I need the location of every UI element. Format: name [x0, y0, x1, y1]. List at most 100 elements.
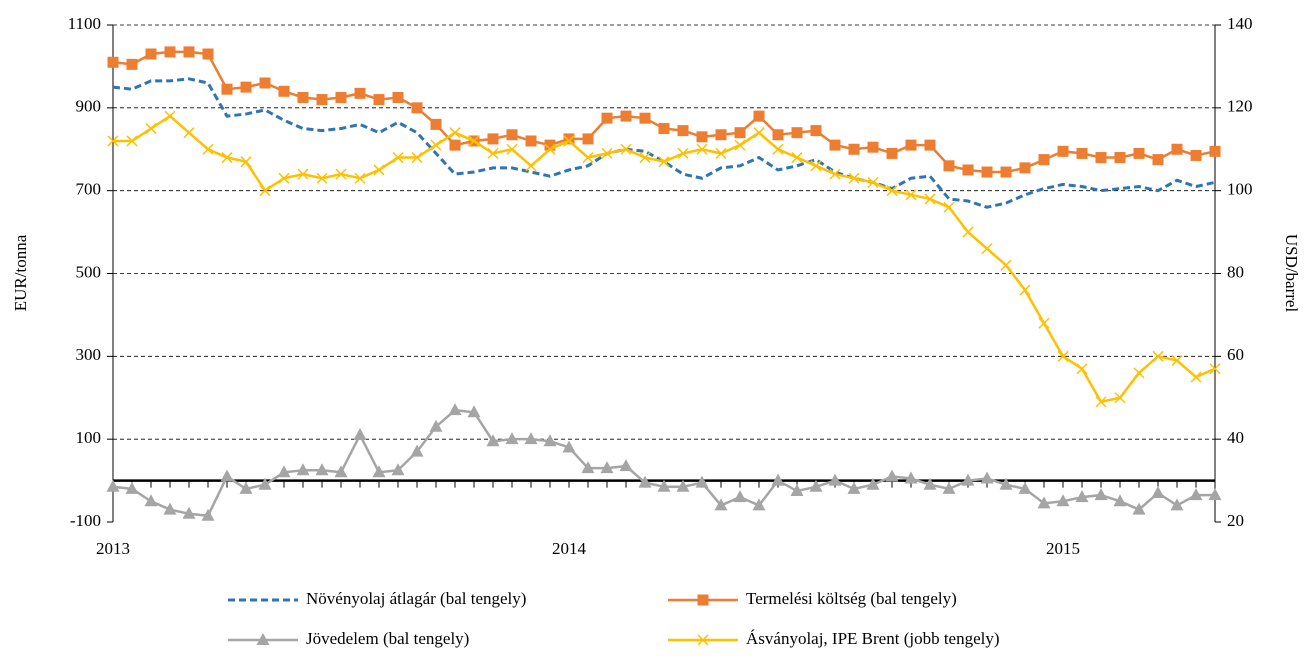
marker	[430, 139, 442, 151]
legend-label: Növényolaj átlagár (bal tengely)	[306, 589, 526, 608]
marker	[1018, 481, 1032, 494]
marker	[904, 471, 918, 484]
marker	[791, 127, 803, 139]
marker	[487, 133, 499, 145]
marker	[714, 498, 728, 511]
marker	[772, 143, 784, 155]
marker	[734, 127, 746, 139]
marker	[847, 481, 861, 494]
marker	[221, 152, 233, 164]
marker	[202, 48, 214, 60]
marker	[448, 403, 462, 416]
marker	[258, 477, 272, 490]
marker	[315, 463, 329, 476]
marker	[601, 147, 613, 159]
marker	[1132, 502, 1146, 515]
marker	[790, 483, 804, 496]
marker	[638, 475, 652, 488]
marker	[544, 139, 556, 151]
marker	[1171, 143, 1183, 155]
marker	[961, 473, 975, 486]
marker	[962, 226, 974, 238]
y-tick-label: 700	[76, 180, 102, 199]
marker	[1000, 166, 1012, 178]
x-tick-label: 2015	[1046, 539, 1080, 558]
marker	[886, 185, 898, 197]
marker	[619, 459, 633, 472]
marker	[468, 135, 480, 147]
marker	[866, 477, 880, 490]
marker	[924, 193, 936, 205]
marker	[353, 428, 367, 441]
marker	[259, 185, 271, 197]
y2-tick-label: 80	[1227, 262, 1244, 281]
marker	[848, 143, 860, 155]
y2-tick-label: 60	[1227, 345, 1244, 364]
marker	[183, 46, 195, 58]
marker	[753, 127, 765, 139]
marker	[1209, 145, 1221, 157]
marker	[600, 461, 614, 474]
legend-label: Ásványolaj, IPE Brent (jobb tengely)	[746, 629, 1000, 648]
marker	[1170, 498, 1184, 511]
marker	[1056, 494, 1070, 507]
marker	[1057, 350, 1069, 362]
marker	[677, 125, 689, 137]
marker	[1095, 396, 1107, 408]
marker	[1133, 367, 1145, 379]
marker	[1152, 154, 1164, 166]
marker	[809, 479, 823, 492]
marker	[620, 143, 632, 155]
marker	[411, 152, 423, 164]
marker	[733, 490, 747, 503]
marker	[942, 481, 956, 494]
marker	[505, 432, 519, 445]
marker	[391, 463, 405, 476]
marker	[392, 152, 404, 164]
series-line	[112, 77, 1216, 209]
marker	[392, 91, 404, 103]
marker	[924, 139, 936, 151]
marker	[905, 139, 917, 151]
y-tick-label: 300	[76, 345, 102, 364]
marker	[354, 87, 366, 99]
marker	[885, 469, 899, 482]
marker	[316, 172, 328, 184]
marker	[563, 133, 575, 145]
marker	[999, 477, 1013, 490]
marker	[201, 508, 215, 521]
y-axis-title: EUR/tonna	[11, 234, 30, 311]
marker	[107, 56, 119, 68]
marker	[829, 168, 841, 180]
marker	[886, 147, 898, 159]
marker	[430, 118, 442, 130]
marker	[449, 139, 461, 151]
marker	[810, 125, 822, 137]
marker	[278, 85, 290, 97]
marker	[980, 471, 994, 484]
marker	[867, 176, 879, 188]
marker	[943, 201, 955, 213]
marker	[126, 58, 138, 70]
marker	[1037, 496, 1051, 509]
marker	[1113, 494, 1127, 507]
marker	[1000, 259, 1012, 271]
marker	[1057, 145, 1069, 157]
marker	[524, 432, 538, 445]
legend-label: Jövedelem (bal tengely)	[306, 629, 469, 648]
marker	[543, 434, 557, 447]
marker	[695, 475, 709, 488]
marker	[697, 634, 709, 646]
marker	[1189, 488, 1203, 501]
marker	[905, 189, 917, 201]
marker	[372, 465, 386, 478]
y2-tick-label: 120	[1227, 97, 1253, 116]
marker	[828, 473, 842, 486]
marker	[183, 127, 195, 139]
marker	[923, 477, 937, 490]
marker	[676, 479, 690, 492]
marker	[829, 139, 841, 151]
marker	[810, 160, 822, 172]
marker	[771, 473, 785, 486]
